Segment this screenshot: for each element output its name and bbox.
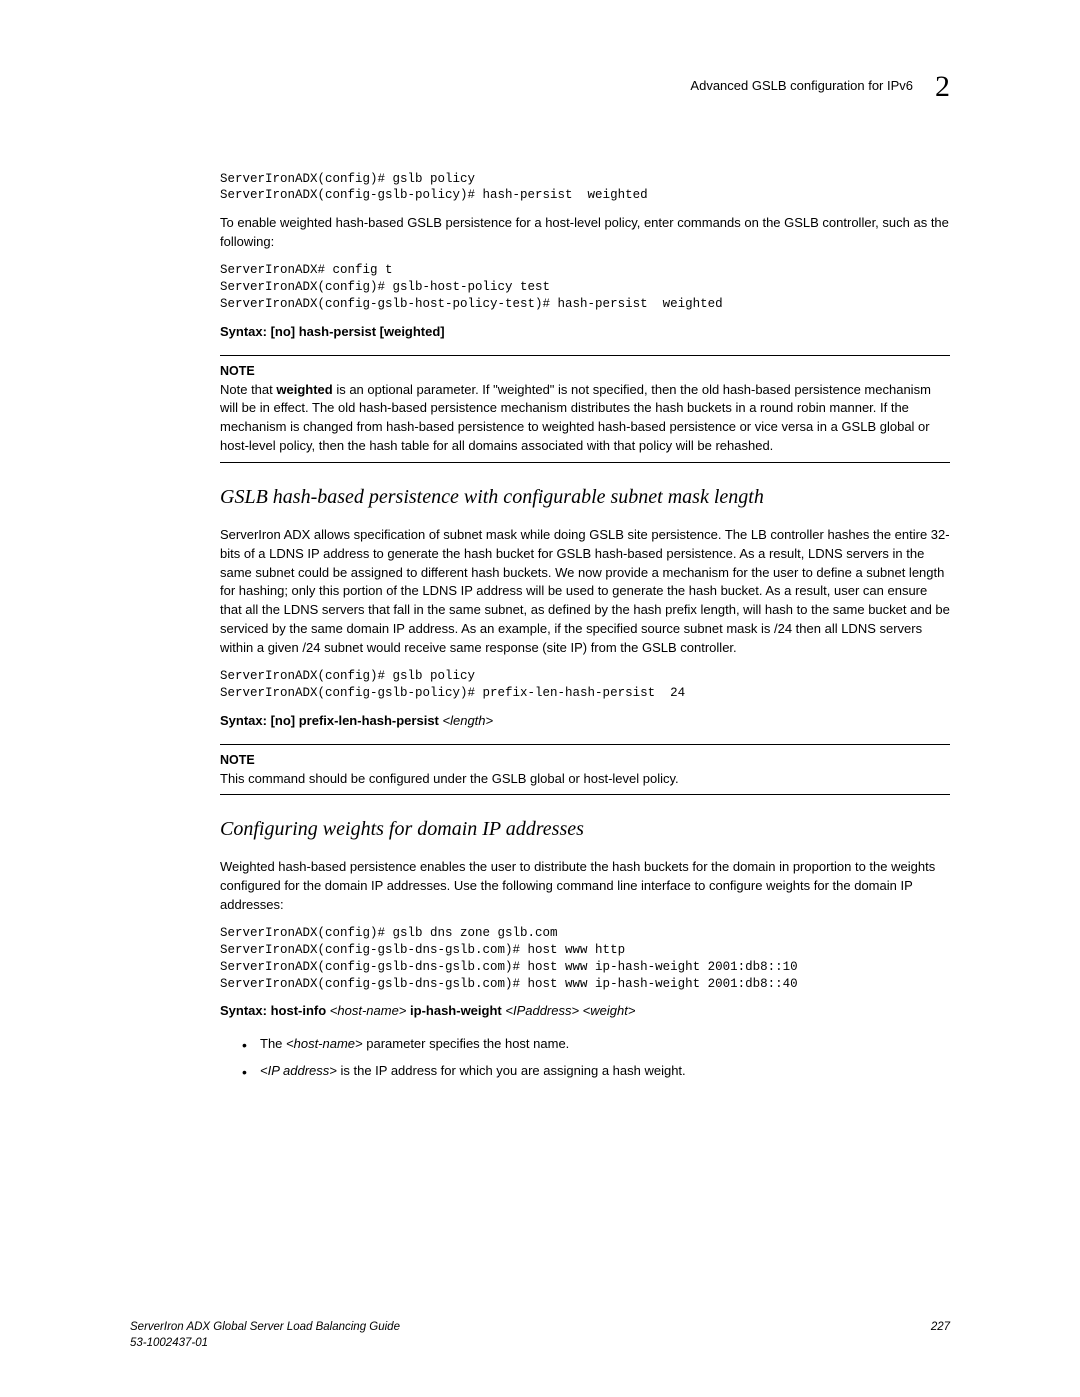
list-item: <IP address> is the IP address for which…: [242, 1062, 950, 1081]
syntax-i2: <IPaddress> <weight>: [505, 1003, 635, 1018]
bullet-italic: <host-name>: [286, 1036, 363, 1051]
header-text: Advanced GSLB configuration for IPv6: [690, 77, 913, 96]
section-heading-1: GSLB hash-based persistence with configu…: [220, 483, 950, 512]
section-2-para: Weighted hash-based persistence enables …: [220, 858, 950, 915]
syntax-b2: ip-hash-weight: [410, 1003, 505, 1018]
note-prefix: Note that: [220, 382, 276, 397]
section-1-para: ServerIron ADX allows specification of s…: [220, 526, 950, 658]
syntax-i1: <host-name>: [330, 1003, 410, 1018]
page-number: 227: [931, 1319, 950, 1352]
syntax-prefix: Syntax:: [220, 713, 271, 728]
note-block-1: NOTE Note that weighted is an optional p…: [220, 355, 950, 463]
syntax-cmd: [no] prefix-len-hash-persist: [271, 713, 443, 728]
page-header: Advanced GSLB configuration for IPv6 2: [220, 65, 950, 109]
code-block-3: ServerIronADX(config)# gslb policy Serve…: [220, 668, 950, 702]
syntax-line-3: Syntax: host-info <host-name> ip-hash-we…: [220, 1002, 950, 1021]
syntax-cmd: [no] hash-persist [weighted]: [271, 324, 445, 339]
note-text: Note that weighted is an optional parame…: [220, 381, 950, 456]
note-label: NOTE: [220, 362, 950, 380]
code-block-1: ServerIronADX(config)# gslb policy Serve…: [220, 171, 950, 205]
page-footer: ServerIron ADX Global Server Load Balanc…: [130, 1319, 950, 1352]
bullet-post: is the IP address for which you are assi…: [337, 1063, 686, 1078]
list-item: The <host-name> parameter specifies the …: [242, 1035, 950, 1054]
footer-left: ServerIron ADX Global Server Load Balanc…: [130, 1319, 400, 1352]
section-heading-2: Configuring weights for domain IP addres…: [220, 815, 950, 844]
bullet-pre: The: [260, 1036, 286, 1051]
bullet-post: parameter specifies the host name.: [363, 1036, 570, 1051]
note-label: NOTE: [220, 751, 950, 769]
note-block-2: NOTE This command should be configured u…: [220, 744, 950, 795]
syntax-prefix: Syntax:: [220, 1003, 271, 1018]
syntax-b1: host-info: [271, 1003, 330, 1018]
footer-docid: 53-1002437-01: [130, 1335, 400, 1352]
footer-title: ServerIron ADX Global Server Load Balanc…: [130, 1319, 400, 1336]
bullet-italic: <IP address>: [260, 1063, 337, 1078]
note-bold: weighted: [276, 382, 332, 397]
chapter-number: 2: [935, 65, 950, 109]
syntax-line-1: Syntax: [no] hash-persist [weighted]: [220, 323, 950, 342]
bullet-list: The <host-name> parameter specifies the …: [242, 1035, 950, 1081]
paragraph-1: To enable weighted hash-based GSLB persi…: [220, 214, 950, 252]
note-text: This command should be configured under …: [220, 770, 950, 789]
code-block-4: ServerIronADX(config)# gslb dns zone gsl…: [220, 925, 950, 993]
syntax-prefix: Syntax:: [220, 324, 271, 339]
syntax-arg: <length>: [443, 713, 494, 728]
code-block-2: ServerIronADX# config t ServerIronADX(co…: [220, 262, 950, 313]
syntax-line-2: Syntax: [no] prefix-len-hash-persist <le…: [220, 712, 950, 731]
